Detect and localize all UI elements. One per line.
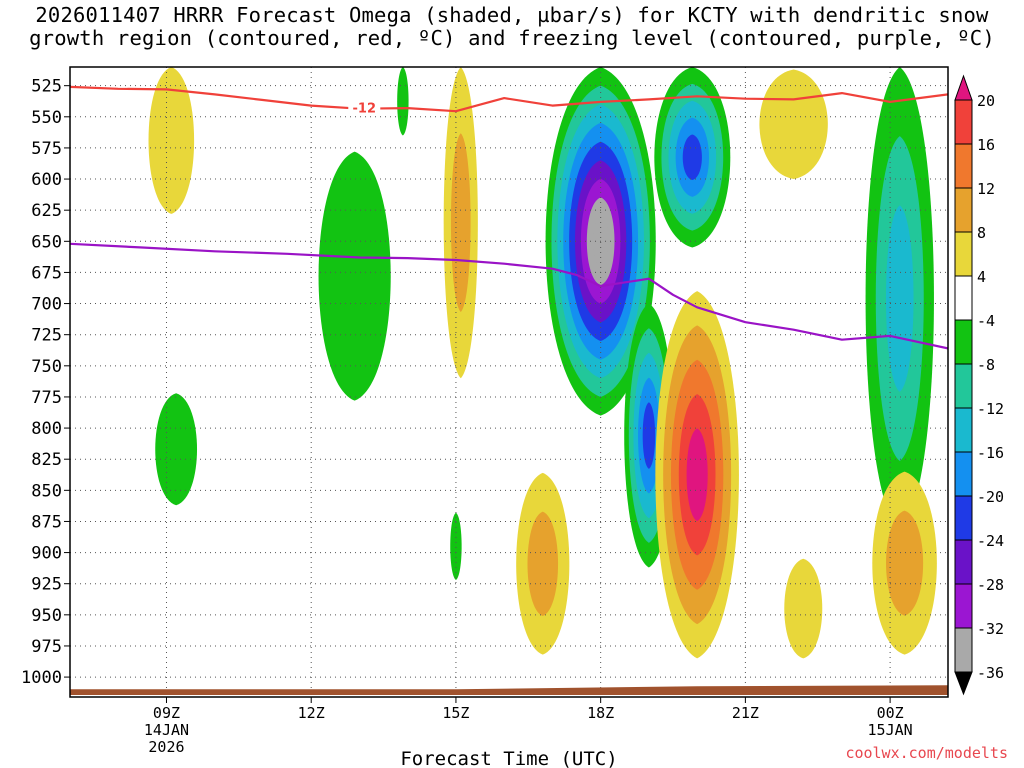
y-tick-label-825: 825 — [31, 450, 62, 470]
omega-region-yellow-22z-low-band-0 — [784, 558, 823, 659]
y-tick-label-975: 975 — [31, 637, 62, 657]
x-tick-sublabel-09Z-1: 2026 — [148, 738, 184, 756]
y-tick-label-525: 525 — [31, 77, 62, 97]
y-tick-label-800: 800 — [31, 419, 62, 439]
omega-region-secondary-19z-band-4 — [642, 402, 656, 469]
chart-title-line-1: 2026011407 HRRR Forecast Omega (shaded, … — [35, 3, 989, 27]
colorbar-segment-pos_12_16 — [954, 143, 973, 189]
colorbar-bottom-arrow — [954, 671, 973, 696]
colorbar-label-0: 20 — [977, 92, 995, 110]
omega-region-left-low-band-0 — [155, 393, 198, 506]
freezing-level-line — [70, 242, 948, 350]
omega-region-yellow-00z-low-band-1 — [886, 510, 924, 616]
colorbar-label-12: -32 — [977, 620, 1004, 638]
y-tick-label-850: 850 — [31, 481, 62, 501]
omega-region-green-00z-band-2 — [885, 205, 914, 392]
colorbar: 20 16 12 8 4 -4 -8 -12 -16 -20 -24 -28 -32 -36 — [954, 74, 1004, 696]
x-tick-sublabel-00Z-0: 15JAN — [868, 721, 913, 739]
y-tick-label-775: 775 — [31, 388, 62, 408]
y-tick-label-650: 650 — [31, 232, 62, 252]
colorbar-segment-neu — [954, 275, 973, 321]
colorbar-segment-neg_24_28 — [954, 539, 973, 585]
colorbar-label-3: 8 — [977, 224, 986, 242]
chart-title: 2026011407 HRRR Forecast Omega (shaded, … — [0, 4, 1024, 50]
colorbar-segment-neg_4_8 — [954, 319, 973, 365]
y-tick-label-900: 900 — [31, 544, 62, 564]
x-tick-label-12Z: 12Z — [298, 704, 325, 722]
colorbar-segment-pos_16_20 — [954, 99, 973, 145]
colorbar-label-11: -28 — [977, 576, 1004, 594]
y-tick-label-600: 600 — [31, 170, 62, 190]
dgz-contour-label: -12 — [353, 101, 377, 116]
dgz-label-bg — [348, 99, 381, 116]
y-tick-label-1000: 1000 — [21, 668, 62, 688]
colorbar-segment-neg_32_36 — [954, 627, 973, 673]
colorbar-label-13: -36 — [977, 664, 1004, 682]
omega-region-upper-20z-band-4 — [682, 134, 702, 181]
x-tick-label-18Z: 18Z — [587, 704, 614, 722]
plot-frame — [69, 66, 949, 698]
y-tick-label-675: 675 — [31, 263, 62, 283]
colorbar-segment-pos_4_8 — [954, 231, 973, 277]
omega-region-green-15z-low-band-0 — [450, 512, 462, 580]
omega-region-pos-17z-low-band-1 — [527, 511, 559, 616]
ground-layer — [70, 685, 948, 695]
colorbar-label-2: 12 — [977, 180, 995, 198]
omega-shading — [148, 67, 937, 659]
y-tick-label-950: 950 — [31, 606, 62, 626]
y-tick-label-575: 575 — [31, 139, 62, 159]
colorbar-label-7: -12 — [977, 400, 1004, 418]
plot-border — [69, 66, 949, 698]
colorbar-label-4: 4 — [977, 268, 986, 286]
colorbar-segment-pos_8_12 — [954, 187, 973, 233]
y-tick-label-700: 700 — [31, 295, 62, 315]
temperature-contours: -12 — [70, 85, 948, 350]
chart-title-line-2: growth region (contoured, red, ºC) and f… — [29, 26, 995, 50]
y-tick-label-550: 550 — [31, 108, 62, 128]
source-credit: coolwx.com/modelts — [845, 744, 1008, 762]
y-tick-label-875: 875 — [31, 512, 62, 532]
x-tick-label-15Z: 15Z — [442, 704, 469, 722]
colorbar-top-arrow — [954, 74, 973, 101]
colorbar-label-5: -4 — [977, 312, 995, 330]
x-tick-label-21Z: 21Z — [732, 704, 759, 722]
colorbar-segment-neg_28_32 — [954, 583, 973, 629]
y-tick-label-925: 925 — [31, 575, 62, 595]
colorbar-label-8: -16 — [977, 444, 1004, 462]
colorbar-label-1: 16 — [977, 136, 995, 154]
colorbar-segment-neg_16_20 — [954, 451, 973, 497]
grid-lines — [70, 67, 948, 697]
colorbar-label-10: -24 — [977, 532, 1004, 550]
colorbar-label-6: -8 — [977, 356, 995, 374]
x-axis-label: Forecast Time (UTC) — [400, 748, 617, 768]
x-tick-label-09Z: 09Z — [153, 704, 180, 722]
pressure-axis: 525 550 575 600 625 650 675 700 725 750 775 800 825 8… — [21, 77, 70, 688]
omega-region-green-14z-small-band-0 — [397, 67, 409, 136]
y-tick-label-625: 625 — [31, 201, 62, 221]
omega-region-green-12z-13z-band-0 — [318, 151, 391, 401]
x-tick-label-00Z: 00Z — [877, 704, 904, 722]
dgz-contour-line — [70, 85, 948, 113]
x-tick-sublabel-09Z-0: 14JAN — [144, 721, 189, 739]
omega-region-upper-9z-band-0 — [148, 67, 195, 214]
y-tick-label-725: 725 — [31, 326, 62, 346]
ground-surface — [70, 685, 948, 695]
y-tick-label-750: 750 — [31, 357, 62, 377]
colorbar-segment-neg_20_24 — [954, 495, 973, 541]
colorbar-segment-neg_12_16 — [954, 407, 973, 453]
colorbar-segment-neg_8_12 — [954, 363, 973, 409]
omega-region-pos-20z-band-4 — [686, 428, 708, 522]
colorbar-label-9: -20 — [977, 488, 1004, 506]
